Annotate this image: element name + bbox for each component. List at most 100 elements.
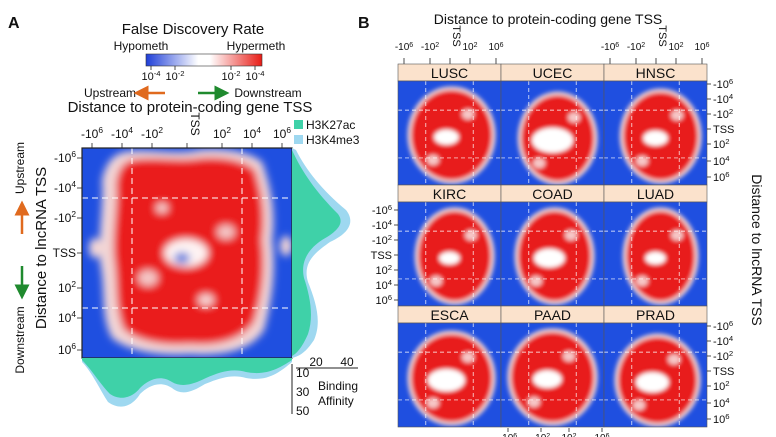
panel-b-right-tick: 104 (713, 396, 730, 411)
panel-b-right-tick: TSS (713, 124, 734, 136)
panel-b-bottom-tick: 106 (594, 433, 609, 437)
h3k4me3-label: H3K4me3 (306, 133, 360, 147)
fdr-tick: 10-2 (165, 69, 184, 84)
panel-b-left-tick: TSS (371, 250, 392, 262)
facet-label: HNSC (636, 65, 676, 81)
facet-heatmap (398, 202, 501, 306)
panel-b-right-tick: -102 (713, 349, 733, 364)
panel-b-top-tick: -106 (601, 42, 619, 54)
facet-heatmap (604, 202, 707, 306)
panel-b-top-tick: 102 (462, 42, 477, 54)
h3k27ac-label: H3K27ac (306, 118, 355, 132)
panel-b-right-tick: TSS (713, 366, 734, 378)
panel-b-left-tick: -102 (372, 233, 392, 248)
panel-a-y-tick: -106 (54, 149, 76, 165)
facet-luad: LUAD (603, 184, 708, 307)
panel-b-right-tick: -102 (713, 107, 733, 122)
panel-b-right-tick: -104 (713, 334, 734, 349)
downstream-label: Downstream (234, 86, 301, 100)
binding-tick-20: 20 (309, 355, 323, 369)
facet-lusc: LUSC (397, 63, 502, 186)
panel-a-y-downstream: Downstream (13, 306, 27, 373)
facet-paad: PAAD (500, 305, 605, 428)
panel-b-bottom-tick: -102 (532, 433, 550, 437)
facet-kirc: KIRC (397, 184, 502, 307)
facet-hnsc: HNSC (603, 63, 708, 186)
panel-b-right-tick: -106 (713, 77, 733, 92)
panel-a-y-tick: -104 (54, 179, 76, 195)
panel-b-top-tick: 106 (488, 42, 503, 54)
panel-a-x-tick: -102 (141, 125, 163, 141)
h3k27ac-bottom-density (82, 358, 292, 398)
facet-label: COAD (532, 186, 572, 202)
facet-heatmap (604, 81, 707, 185)
panel-b-left-tick: -106 (372, 203, 392, 218)
panel-a-y-upstream: Upstream (13, 142, 27, 194)
panel-a-x-tick: 104 (243, 125, 261, 141)
facet-label: LUSC (431, 65, 468, 81)
facet-label: LUAD (637, 186, 674, 202)
facet-heatmap (501, 323, 604, 427)
panel-b-top-tick: 106 (694, 42, 709, 54)
facet-label: PRAD (636, 307, 675, 323)
panel-b-left-tick: 106 (375, 293, 392, 308)
facet-ucec: UCEC (500, 63, 605, 186)
facet-heatmap (398, 81, 501, 185)
facet-label: KIRC (433, 186, 466, 202)
legend-hyper-label: Hypermeth (227, 39, 286, 53)
panel-b-top-tick: TSS (450, 25, 462, 46)
binding-tick-50: 50 (296, 404, 310, 418)
h3k27ac-swatch (294, 120, 303, 129)
panel-b-right-tick: 102 (713, 137, 730, 152)
panel-b-right-tick: -104 (713, 92, 734, 107)
fdr-tick: 10-4 (141, 69, 161, 84)
facet-heatmap (501, 81, 604, 185)
panel-b-left-tick: 102 (375, 263, 392, 278)
panel-b-y-title: Distance to lncRNA TSS (749, 174, 765, 325)
facet-heatmap (501, 202, 604, 306)
panel-b-bottom-tick: 102 (561, 433, 576, 437)
panel-a-x-tick: 102 (213, 125, 231, 141)
facet-esca: ESCA (397, 305, 502, 428)
panel-b-x-title: Distance to protein-coding gene TSS (434, 11, 663, 27)
panel-b-heatmap-grid: LUSC UCEC HNSC KIRC COAD LUAD ESCA PAAD PRAD (397, 63, 708, 428)
panel-b-right-tick: 104 (713, 154, 730, 169)
affinity-label: Affinity (318, 394, 354, 408)
panel-b-right-ticks: -106-104-102TSS102104106-106-104-102TSS1… (707, 77, 734, 427)
facet-heatmap (604, 323, 707, 427)
binding-tick-10: 10 (296, 366, 310, 380)
panel-a-x-ticks: -106 -104 -102 TSS 102 104 106 (81, 112, 291, 148)
panel-a-y-tick: 106 (58, 341, 76, 357)
panel-a-x-tick: TSS (188, 112, 202, 135)
panel-a-y-ticks: -106 -104 -102 TSS 102 104 106 (53, 149, 82, 357)
facet-coad: COAD (500, 184, 605, 307)
panel-b-right-tick: 102 (713, 379, 730, 394)
panel-b-left-tick: 104 (375, 278, 392, 293)
binding-tick-30: 30 (296, 385, 310, 399)
panel-b-right-tick: 106 (713, 412, 730, 427)
panel-b-bottom-tick: -106 (499, 433, 517, 437)
panel-b-right-tick: -106 (713, 319, 733, 334)
panel-a-x-title: Distance to protein-coding gene TSS (68, 99, 313, 116)
panel-a-label: A (8, 15, 20, 32)
panel-b-top-tick: -102 (627, 42, 645, 54)
facet-prad: PRAD (603, 305, 708, 428)
panel-b-top-tick: -102 (421, 42, 439, 54)
facet-heatmap (398, 323, 501, 427)
legend-hypo-label: Hypometh (114, 39, 169, 53)
panel-a-x-tick: -106 (81, 125, 103, 141)
fdr-color-bar (145, 53, 263, 67)
panel-a-y-title: Distance to lncRNA TSS (33, 167, 50, 329)
legend-title: False Discovery Rate (122, 21, 265, 38)
panel-b-right-tick: 106 (713, 170, 730, 185)
h3k27ac-right-density (292, 150, 341, 356)
fdr-tick: 10-4 (245, 69, 265, 84)
binding-tick-40: 40 (340, 355, 354, 369)
upstream-label: Upstream (84, 86, 136, 100)
binding-label: Binding (318, 379, 358, 393)
panel-b-top-tick: -106 (395, 42, 413, 54)
panel-b-left-tick: -104 (372, 218, 393, 233)
